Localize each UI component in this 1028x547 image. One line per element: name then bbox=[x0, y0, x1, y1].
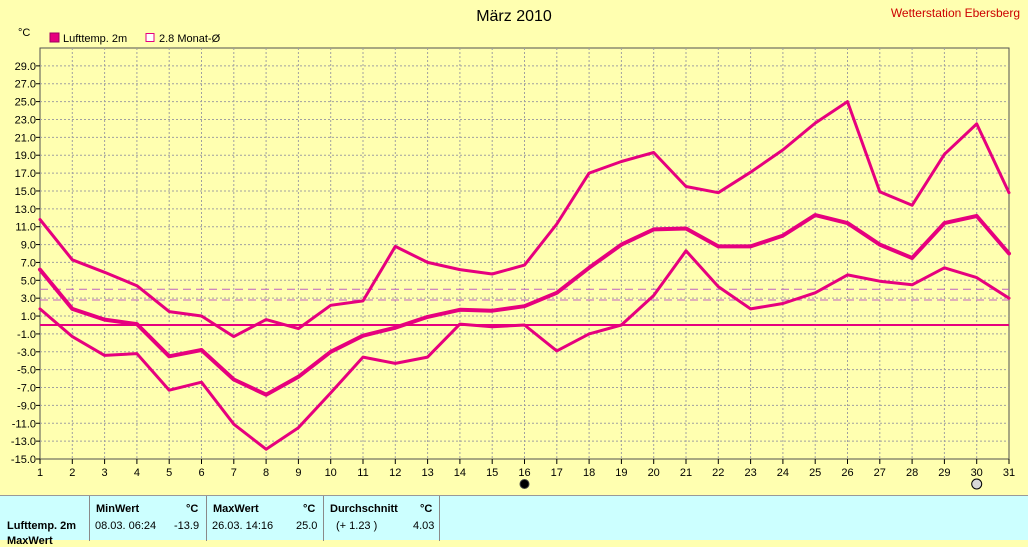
x-tick-label: 31 bbox=[1003, 467, 1015, 479]
y-tick-label: 15.0 bbox=[15, 186, 36, 198]
x-tick-label: 8 bbox=[263, 467, 269, 479]
y-tick-label: -9.0 bbox=[17, 400, 36, 412]
x-tick-label: 10 bbox=[325, 467, 337, 479]
x-tick-label: 20 bbox=[648, 467, 660, 479]
y-tick-label: -11.0 bbox=[12, 418, 36, 430]
y-tick-label: -13.0 bbox=[11, 436, 36, 448]
x-tick-label: 5 bbox=[166, 467, 172, 479]
x-tick-label: 9 bbox=[295, 467, 301, 479]
x-tick-label: 14 bbox=[454, 467, 466, 479]
avg-value: 4.03 bbox=[413, 520, 435, 532]
x-tick-label: 15 bbox=[486, 467, 498, 479]
legend-label-lufttemp: Lufttemp. 2m bbox=[63, 33, 127, 45]
min-value: -13.9 bbox=[174, 520, 200, 532]
x-tick-label: 21 bbox=[680, 467, 692, 479]
new-moon-marker bbox=[519, 479, 530, 489]
x-tick-label: 18 bbox=[583, 467, 595, 479]
avg-diff: (+ 1.23 ) bbox=[336, 520, 378, 532]
x-tick-label: 19 bbox=[615, 467, 627, 479]
x-tick-label: 27 bbox=[874, 467, 886, 479]
x-tick-label: 30 bbox=[971, 467, 983, 479]
y-tick-label: -3.0 bbox=[17, 347, 36, 359]
x-tick-label: 28 bbox=[906, 467, 918, 479]
y-tick-label: 9.0 bbox=[21, 240, 36, 252]
x-tick-label: 23 bbox=[744, 467, 756, 479]
legend-swatch-monat bbox=[145, 33, 155, 42]
x-tick-label: 6 bbox=[198, 467, 204, 479]
max-time: 26.03. 14:16 bbox=[212, 520, 274, 532]
series-line-max bbox=[38, 100, 1011, 339]
x-tick-label: 26 bbox=[841, 467, 853, 479]
max-value: 25.0 bbox=[296, 520, 318, 532]
x-tick-label: 25 bbox=[809, 467, 821, 479]
full-moon-marker bbox=[971, 478, 983, 490]
y-tick-label: 3.0 bbox=[21, 293, 36, 305]
y-tick-label: -1.0 bbox=[17, 329, 36, 341]
y-tick-label: 1.0 bbox=[21, 311, 36, 323]
legend-label-monat: 2.8 Monat-Ø bbox=[159, 33, 221, 45]
y-tick-label: 29.0 bbox=[15, 61, 36, 73]
y-tick-label: -15.0 bbox=[11, 454, 36, 466]
y-tick-label: 17.0 bbox=[15, 168, 36, 180]
y-tick-label: 21.0 bbox=[15, 132, 36, 144]
y-tick-label: -7.0 bbox=[17, 383, 36, 395]
y-tick-label: 5.0 bbox=[21, 275, 36, 287]
y-tick-label: 13.0 bbox=[15, 204, 36, 216]
temperature-chart: März 2010 Wetterstation Ebersberg °C Luf… bbox=[11, 6, 1020, 490]
y-tick-label: 11.0 bbox=[15, 222, 36, 234]
x-tick-label: 24 bbox=[777, 467, 789, 479]
stats-max-column: MaxWert °C 26.03. 14:16 25.0 bbox=[206, 496, 323, 541]
x-tick-label: 29 bbox=[938, 467, 950, 479]
x-tick-label: 7 bbox=[231, 467, 237, 479]
series-line-mean bbox=[38, 213, 1011, 397]
min-time: 08.03. 06:24 bbox=[95, 520, 157, 532]
avg-unit-header: °C bbox=[420, 503, 433, 515]
y-tick-label: 27.0 bbox=[15, 79, 36, 91]
y-tick-label: -5.0 bbox=[17, 365, 36, 377]
stats-avg-column: Durchschnitt °C (+ 1.23 ) 4.03 bbox=[323, 496, 440, 541]
x-tick-label: 22 bbox=[712, 467, 724, 479]
x-tick-label: 4 bbox=[134, 467, 140, 479]
x-tick-label: 12 bbox=[389, 467, 401, 479]
legend-swatch-lufttemp bbox=[49, 32, 60, 43]
y-unit-label: °C bbox=[18, 27, 30, 39]
x-tick-label: 16 bbox=[518, 467, 530, 479]
series-line-min bbox=[38, 249, 1011, 451]
min-unit-header: °C bbox=[186, 503, 199, 515]
x-tick-label: 11 bbox=[357, 467, 368, 479]
stats-min-column: MinWert °C 08.03. 06:24 -13.9 bbox=[89, 496, 206, 541]
y-tick-label: 19.0 bbox=[15, 150, 36, 162]
stats-row2-label: MaxWert bbox=[7, 535, 53, 547]
x-tick-label: 17 bbox=[551, 467, 563, 479]
max-header: MaxWert bbox=[213, 503, 259, 515]
x-tick-label: 1 bbox=[37, 467, 43, 479]
x-tick-label: 2 bbox=[69, 467, 75, 479]
x-tick-label: 3 bbox=[102, 467, 108, 479]
stats-panel: Lufttemp. 2m MaxWert MinWert °C 08.03. 0… bbox=[0, 495, 1028, 547]
station-name: Wetterstation Ebersberg bbox=[891, 6, 1020, 20]
min-header: MinWert bbox=[96, 503, 140, 515]
y-tick-label: 25.0 bbox=[15, 97, 36, 109]
y-tick-label: 7.0 bbox=[21, 257, 36, 269]
chart-title: März 2010 bbox=[476, 8, 552, 25]
x-tick-label: 13 bbox=[421, 467, 433, 479]
avg-header: Durchschnitt bbox=[330, 503, 398, 515]
y-tick-label: 23.0 bbox=[15, 114, 36, 126]
max-unit-header: °C bbox=[303, 503, 316, 515]
stats-row-label: Lufttemp. 2m bbox=[7, 520, 77, 532]
